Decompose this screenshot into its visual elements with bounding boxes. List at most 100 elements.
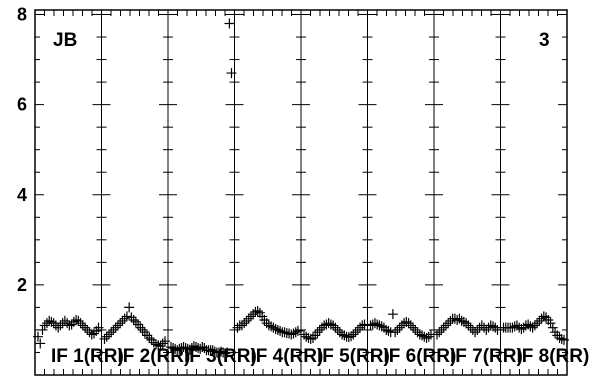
data-point	[226, 68, 237, 79]
data-point	[101, 331, 112, 342]
data-point	[77, 320, 88, 331]
data-point	[440, 320, 451, 331]
y-tick-label: 4	[17, 185, 27, 205]
data-point	[392, 324, 403, 335]
data-point	[220, 348, 231, 359]
data-point	[99, 333, 110, 344]
data-point	[408, 322, 419, 333]
data-point	[434, 327, 445, 338]
data-point	[529, 320, 540, 331]
data-point	[541, 312, 552, 323]
data-point	[142, 330, 153, 341]
data-point	[188, 341, 199, 352]
data-point	[350, 327, 361, 338]
data-point	[270, 324, 281, 335]
data-point	[536, 313, 547, 324]
data-point	[456, 315, 467, 326]
data-point	[128, 315, 139, 326]
y-tick-label: 8	[17, 5, 27, 25]
data-point	[286, 329, 297, 340]
data-point	[545, 318, 556, 329]
data-point	[365, 320, 376, 331]
data-point	[559, 334, 569, 345]
data-point	[307, 333, 318, 344]
data-point	[130, 316, 141, 327]
data-point	[119, 313, 130, 324]
data-point	[172, 345, 183, 356]
data-point	[394, 322, 405, 333]
data-point	[39, 320, 50, 331]
data-point	[405, 320, 416, 331]
data-point	[155, 341, 166, 352]
data-point	[62, 318, 73, 329]
data-point	[146, 334, 157, 345]
data-point	[121, 311, 132, 322]
data-point	[272, 324, 283, 335]
data-point	[82, 324, 93, 335]
data-point	[301, 331, 312, 342]
data-point	[124, 302, 135, 313]
data-point	[182, 343, 193, 354]
panel-label: IF 4(RR)	[251, 346, 324, 367]
data-point	[293, 325, 303, 336]
data-point	[160, 336, 170, 347]
data-point	[445, 315, 456, 326]
data-point	[110, 322, 121, 333]
data-point	[443, 318, 454, 329]
data-point	[547, 322, 558, 333]
data-point	[343, 332, 354, 343]
data-point	[222, 347, 233, 358]
panel-label: IF 7(RR)	[450, 346, 523, 367]
data-point	[153, 340, 164, 351]
data-point	[369, 318, 380, 329]
data-point	[166, 342, 176, 353]
data-point	[151, 339, 162, 350]
data-point	[275, 325, 286, 336]
data-point	[348, 329, 359, 340]
data-point	[53, 322, 64, 333]
data-point	[520, 320, 531, 331]
data-point	[532, 318, 543, 329]
data-point	[33, 331, 43, 342]
data-point	[432, 329, 442, 340]
data-point	[66, 319, 77, 330]
data-point	[84, 327, 95, 338]
data-point	[243, 313, 254, 324]
data-point	[35, 338, 46, 349]
data-point	[250, 306, 261, 317]
data-point	[314, 324, 325, 335]
data-point	[37, 324, 48, 335]
data-point	[554, 333, 565, 344]
panel-label: IF 6(RR)	[384, 346, 457, 367]
data-point	[68, 316, 79, 327]
data-point	[423, 331, 434, 342]
data-point	[330, 322, 341, 333]
data-point	[485, 320, 496, 331]
data-point	[144, 333, 155, 344]
data-point	[115, 318, 126, 329]
data-point	[438, 322, 449, 333]
data-point	[106, 327, 117, 338]
data-point	[108, 324, 119, 335]
data-point	[403, 318, 414, 329]
data-point	[387, 309, 398, 320]
data-point	[470, 327, 481, 338]
data-point	[241, 315, 252, 326]
data-point	[80, 322, 91, 333]
data-point	[346, 331, 357, 342]
data-point	[239, 318, 250, 329]
data-point	[75, 318, 86, 329]
panel-label: IF 5(RR)	[317, 346, 390, 367]
data-point	[556, 333, 567, 344]
data-point	[232, 322, 243, 333]
data-point	[174, 343, 185, 354]
data-point	[436, 324, 447, 335]
data-point	[103, 329, 114, 340]
data-point	[312, 327, 323, 338]
data-point	[476, 320, 487, 331]
data-point	[465, 322, 476, 333]
corner-label-left: JB	[53, 30, 77, 51]
data-point	[290, 327, 301, 338]
data-point	[525, 321, 536, 332]
